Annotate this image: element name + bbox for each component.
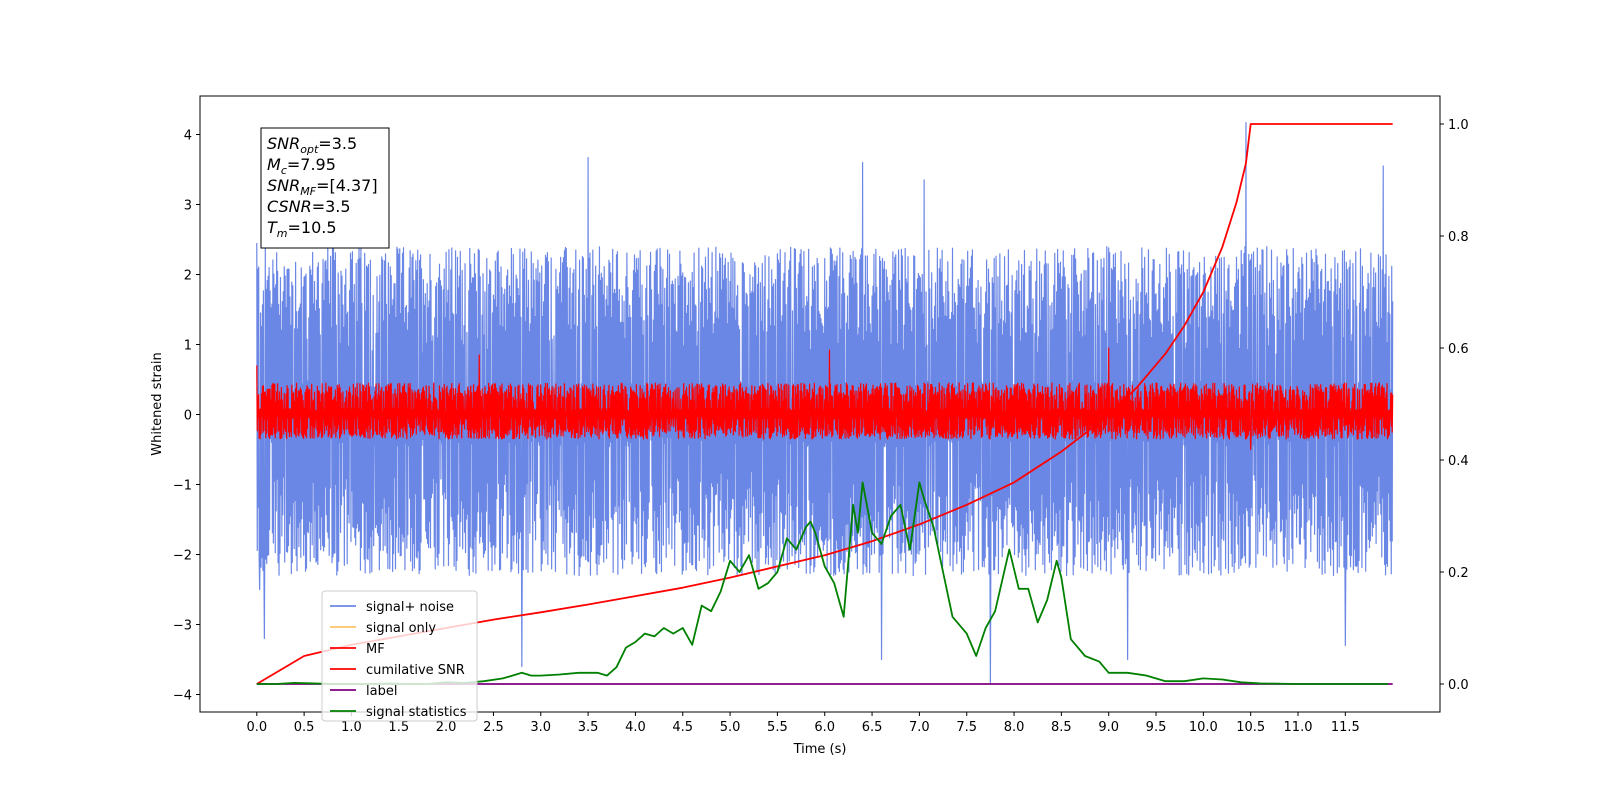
mf-line xyxy=(256,347,1394,451)
x-tick-label: 6.5 xyxy=(862,720,883,735)
y2-tick-label: 0.8 xyxy=(1448,230,1469,245)
annotation-snr-opt: SNRopt=3.5 xyxy=(267,134,357,156)
signal-noise-line xyxy=(256,122,1394,685)
y-tick-label: 4 xyxy=(184,129,192,144)
x-tick-label: 8.0 xyxy=(1004,720,1025,735)
y2-tick-label: 0.4 xyxy=(1448,454,1469,469)
y2-tick-label: 1.0 xyxy=(1448,118,1469,133)
y-tick-label: −4 xyxy=(173,689,192,704)
annotation-snr-mf: SNRMF=[4.37] xyxy=(267,176,378,198)
y2-tick-label: 0.6 xyxy=(1448,342,1469,357)
y-tick-label: −1 xyxy=(173,479,192,494)
x-tick-label: 3.0 xyxy=(530,720,551,735)
x-tick-label: 1.0 xyxy=(341,720,362,735)
x-tick-label: 2.5 xyxy=(483,720,504,735)
x-tick-label: 2.0 xyxy=(436,720,457,735)
y-tick-label: 2 xyxy=(184,269,192,284)
x-tick-label: 0.5 xyxy=(294,720,315,735)
x-tick-label: 9.0 xyxy=(1098,720,1119,735)
annotation-symbol: M xyxy=(267,155,281,174)
x-tick-label: 8.5 xyxy=(1051,720,1072,735)
legend-label-cumilative-snr: cumilative SNR xyxy=(366,663,465,678)
y-axis-right: 0.0 0.2 0.4 0.6 0.8 1.0 xyxy=(1440,118,1469,693)
annotation-symbol: CSNR xyxy=(267,197,312,216)
annotation-subscript: opt xyxy=(300,143,319,156)
cumilative-snr-line xyxy=(256,123,1393,685)
annotation-tm: Tm=10.5 xyxy=(267,218,337,240)
x-tick-label: 7.0 xyxy=(909,720,930,735)
x-tick-label: 9.5 xyxy=(1146,720,1167,735)
legend-label-signal-noise: signal+ noise xyxy=(366,600,454,615)
y-tick-label: −3 xyxy=(173,619,192,634)
x-tick-label: 0.0 xyxy=(246,720,267,735)
legend-frame xyxy=(321,590,478,722)
annotation-symbol: SNR xyxy=(267,176,300,195)
plot-frame xyxy=(199,95,1441,713)
series-layer xyxy=(256,122,1394,685)
x-tick-label: 1.5 xyxy=(388,720,409,735)
annotation-subscript: c xyxy=(281,164,287,177)
x-axis: 0.0 0.5 1.0 1.5 2.0 2.5 3.0 3.5 4.0 4.5 5.0 5.5 6.0 6… xyxy=(246,712,1360,735)
annotation-value: =[4.37] xyxy=(316,176,378,195)
annotation-value: =7.95 xyxy=(287,155,336,174)
signal-statistics-line xyxy=(256,481,1388,685)
annotation-symbol: T xyxy=(267,218,278,237)
x-tick-label: 4.0 xyxy=(625,720,646,735)
x-tick-label: 10.5 xyxy=(1236,720,1265,735)
y-tick-label: 0 xyxy=(184,409,192,424)
x-tick-label: 11.5 xyxy=(1331,720,1360,735)
x-tick-label: 10.0 xyxy=(1189,720,1218,735)
x-tick-label: 7.5 xyxy=(956,720,977,735)
y-axis-label: Whitened strain xyxy=(150,352,165,455)
legend-label-signal-only: signal only xyxy=(366,621,436,636)
annotation-frame xyxy=(260,127,390,249)
annotation-value: =3.5 xyxy=(312,197,351,216)
annotation-csnr: CSNR=3.5 xyxy=(267,197,351,216)
y-tick-label: 3 xyxy=(184,199,192,214)
y2-tick-label: 0.2 xyxy=(1448,566,1469,581)
x-tick-label: 6.0 xyxy=(814,720,835,735)
y2-tick-label: 0.0 xyxy=(1448,678,1469,693)
x-axis-label: Time (s) xyxy=(793,742,847,757)
legend-label-mf: MF xyxy=(366,642,385,657)
x-tick-label: 11.0 xyxy=(1284,720,1313,735)
y-axis-left: −4 −3 −2 −1 0 1 2 3 4 xyxy=(173,129,200,704)
x-tick-label: 5.0 xyxy=(720,720,741,735)
annotation-value: =3.5 xyxy=(318,134,357,153)
y-tick-label: 1 xyxy=(184,339,192,354)
legend-label-label: label xyxy=(366,684,397,699)
x-tick-label: 5.5 xyxy=(767,720,788,735)
annotation-mc: Mc=7.95 xyxy=(267,155,336,177)
annotation-subscript: m xyxy=(277,227,288,240)
x-tick-label: 3.5 xyxy=(578,720,599,735)
stats-annotation: SNRopt=3.5Mc=7.95SNRMF=[4.37]CSNR=3.5Tm=… xyxy=(260,127,390,249)
legend-label-signal-statistics: signal statistics xyxy=(366,705,467,720)
annotation-symbol: SNR xyxy=(267,134,300,153)
y-tick-label: −2 xyxy=(173,549,192,564)
x-tick-label: 4.5 xyxy=(672,720,693,735)
legend: signal+ noise signal only MF cumilative SNR… xyxy=(321,590,478,722)
annotation-value: =10.5 xyxy=(288,218,337,237)
annotation-subscript: MF xyxy=(300,185,316,198)
